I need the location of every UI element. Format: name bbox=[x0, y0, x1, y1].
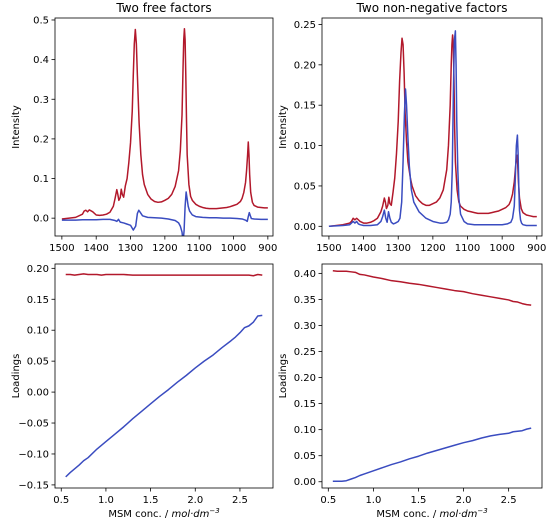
x-tick-label: 2.0 bbox=[187, 495, 203, 506]
y-tick-label: −0.10 bbox=[18, 449, 49, 460]
series-red-line bbox=[61, 27, 268, 220]
x-tick-label: 2.0 bbox=[456, 495, 472, 506]
x-tick-label: 1.0 bbox=[365, 495, 381, 506]
x-tick-label: 1100 bbox=[455, 243, 480, 254]
series-group bbox=[61, 27, 268, 236]
y-tick-label: 0.2 bbox=[33, 134, 49, 145]
y-tick-label: 0.05 bbox=[294, 181, 316, 192]
y-tick-label: 0.4 bbox=[33, 55, 49, 66]
panel-title: Two free factors bbox=[115, 1, 211, 15]
panel-two-non-negative-factors: 1500 1400 1300 1200 1100 1000 900 0.00 0.05 0.10 0… bbox=[278, 1, 546, 254]
y-tick-label: 0.25 bbox=[294, 20, 316, 31]
y-tick-label: 0.00 bbox=[294, 477, 316, 488]
y-tick-label: 0.10 bbox=[27, 326, 49, 337]
series-blue-line bbox=[328, 30, 537, 228]
series-group bbox=[332, 270, 532, 482]
x-tick-label: 1000 bbox=[221, 243, 246, 254]
y-tick-label: 0.40 bbox=[294, 269, 316, 280]
y-tick-label: 0.1 bbox=[33, 174, 49, 185]
x-tick-label: 1500 bbox=[49, 243, 74, 254]
x-tick-label: 1300 bbox=[385, 243, 410, 254]
y-tick-label: 0.20 bbox=[294, 60, 316, 71]
series-group bbox=[328, 30, 537, 228]
series-red-line bbox=[332, 270, 532, 306]
series-blue-line bbox=[61, 191, 268, 236]
x-tick-label: 1.0 bbox=[98, 495, 114, 506]
y-axis-label: Loadings bbox=[11, 354, 22, 399]
x-tick-label: 1200 bbox=[420, 243, 445, 254]
series-red-line bbox=[65, 273, 263, 277]
y-tick-label: 0.05 bbox=[27, 357, 49, 368]
x-tick-label: 900 bbox=[258, 243, 277, 254]
y-tick-label: 0.5 bbox=[33, 15, 49, 26]
y-axis-label: Intensity bbox=[11, 105, 22, 149]
x-tick-label: 1400 bbox=[351, 243, 376, 254]
y-tick-label: 0.10 bbox=[294, 425, 316, 436]
y-tick-label: 0.10 bbox=[294, 141, 316, 152]
y-axis-label: Loadings bbox=[278, 354, 289, 399]
x-axis-label: MSM conc. / mol·dm−3 bbox=[108, 507, 219, 520]
y-tick-label: 0.05 bbox=[294, 451, 316, 462]
y-tick-label: −0.05 bbox=[18, 419, 49, 430]
x-tick-label: 1.5 bbox=[143, 495, 159, 506]
x-tick-label: 900 bbox=[527, 243, 546, 254]
x-tick-label: 1200 bbox=[152, 243, 177, 254]
y-tick-label: 0.15 bbox=[294, 399, 316, 410]
y-tick-label: 0.25 bbox=[294, 347, 316, 358]
panel-title: Two non-negative factors bbox=[356, 1, 508, 15]
y-axis-label: Intensity bbox=[278, 105, 289, 149]
y-tick-label: 0.30 bbox=[294, 321, 316, 332]
x-tick-label: 0.5 bbox=[53, 495, 69, 506]
y-tick-label: 0.3 bbox=[33, 95, 49, 106]
y-tick-label: 0.00 bbox=[294, 222, 316, 233]
panel-loadings-free: 0.5 1.0 1.5 2.0 2.5 −0.15 −0.10 −0.05 0.00 0.05 0.… bbox=[11, 263, 274, 520]
y-tick-label: 0.15 bbox=[294, 101, 316, 112]
x-tick-label: 1500 bbox=[316, 243, 341, 254]
x-axis-label: MSM conc. / mol·dm−3 bbox=[376, 507, 487, 520]
axes-frame bbox=[321, 263, 543, 489]
x-tick-label: 1.5 bbox=[411, 495, 427, 506]
x-tick-label: 1100 bbox=[186, 243, 211, 254]
x-tick-label: 1000 bbox=[489, 243, 514, 254]
y-tick-label: 0.00 bbox=[27, 388, 49, 399]
y-tick-label: −0.15 bbox=[18, 480, 49, 491]
y-tick-label: 0.20 bbox=[294, 373, 316, 384]
series-blue-line bbox=[332, 427, 532, 482]
x-tick-label: 0.5 bbox=[320, 495, 336, 506]
y-tick-label: 0.20 bbox=[27, 264, 49, 275]
y-tick-label: 0.15 bbox=[27, 295, 49, 306]
x-tick-label: 1300 bbox=[118, 243, 143, 254]
panel-loadings-non-negative: 0.5 1.0 1.5 2.0 2.5 0.00 0.05 0.10 0.15 0.20 0.25 0… bbox=[278, 263, 543, 520]
x-tick-label: 1400 bbox=[83, 243, 108, 254]
y-tick-label: 0.35 bbox=[294, 295, 316, 306]
series-group bbox=[65, 273, 263, 478]
series-blue-line bbox=[65, 314, 263, 478]
axes-frame bbox=[54, 17, 274, 237]
x-tick-label: 2.5 bbox=[232, 495, 248, 506]
axes-frame bbox=[321, 17, 543, 237]
axes-frame bbox=[54, 263, 274, 489]
x-tick-label: 2.5 bbox=[501, 495, 517, 506]
series-red-line bbox=[328, 34, 537, 228]
y-tick-label: 0.0 bbox=[33, 214, 49, 225]
panel-two-free-factors: 1500 1400 1300 1200 1100 1000 900 0.0 0.1 0.2 0.3 0… bbox=[11, 1, 277, 254]
